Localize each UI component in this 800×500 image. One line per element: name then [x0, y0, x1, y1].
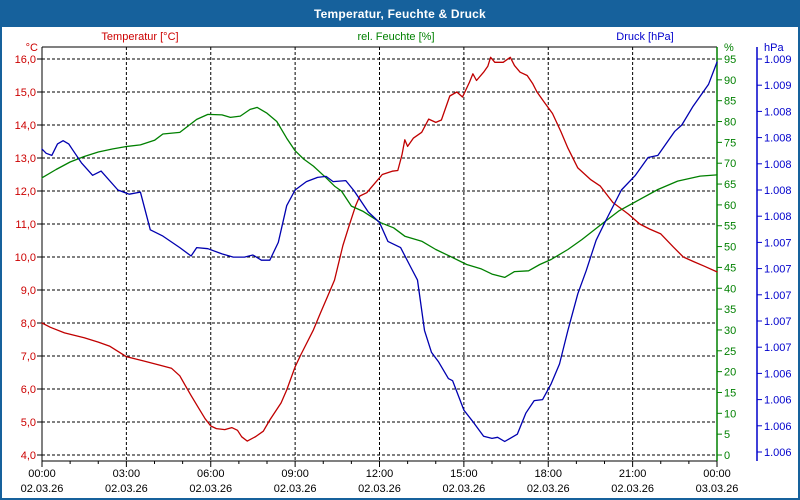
humidity-tick-label: 55	[724, 221, 736, 233]
pressure-tick-label: 1.006	[764, 395, 792, 407]
legend-pressure-label: Druck [hPa]	[616, 31, 673, 43]
pressure-tick-label: 1.007	[764, 237, 792, 249]
window-title-bar[interactable]: Temperatur, Feuchte & Druck	[2, 2, 798, 27]
time-label: 06:00	[197, 468, 225, 480]
time-label: 00:00	[703, 468, 731, 480]
humidity-tick-label: 60	[724, 200, 736, 212]
time-label: 18:00	[534, 468, 562, 480]
date-label: 03.03.26	[696, 483, 739, 495]
pressure-axis-header: hPa	[764, 42, 784, 54]
pressure-axis: hPa1.0091.0091.0081.0081.0081.0081.0081.…	[756, 42, 792, 461]
pressure-tick-label: 1.007	[764, 264, 792, 276]
humidity-tick-label: 65	[724, 179, 736, 191]
humidity-tick-label: 20	[724, 367, 736, 379]
humidity-tick-label: 5	[724, 429, 730, 441]
humidity-tick-label: 30	[724, 325, 736, 337]
date-label: 02.03.26	[358, 483, 401, 495]
pressure-tick-label: 1.009	[764, 80, 792, 92]
humidity-tick-label: 80	[724, 117, 736, 129]
date-label: 02.03.26	[189, 483, 232, 495]
time-label: 00:00	[28, 468, 56, 480]
humidity-tick-label: 85	[724, 96, 736, 108]
pressure-tick-label: 1.007	[764, 342, 792, 354]
humidity-tick-label: 15	[724, 387, 736, 399]
humidity-tick-label: 90	[724, 75, 736, 87]
pressure-tick-label: 1.006	[764, 368, 792, 380]
temperature-axis: °C16,0 15,0 14,0 13,0 12,0 11,0 10,0 9,0 8,0 7,0 6…	[15, 42, 42, 462]
temperature-tick-label: 15,0	[15, 87, 36, 99]
pressure-tick-label: 1.008	[764, 106, 792, 118]
temperature-axis-header: °C	[26, 42, 38, 54]
humidity-tick-label: 50	[724, 242, 736, 254]
date-label: 02.03.26	[527, 483, 570, 495]
humidity-tick-label: 95	[724, 54, 736, 66]
temperature-tick-label: 5,0	[21, 417, 36, 429]
temperature-tick-label: 10,0	[15, 252, 36, 264]
gridlines	[42, 47, 717, 461]
pressure-tick-label: 1.007	[764, 290, 792, 302]
humidity-tick-label: 40	[724, 283, 736, 295]
humidity-axis-header: %	[724, 42, 734, 54]
temperature-series	[41, 56, 718, 442]
temperature-tick-label: 11,0	[15, 219, 36, 231]
humidity-tick-label: 0	[724, 450, 730, 462]
humidity-tick-label: 35	[724, 304, 736, 316]
temperature-tick-label: 16,0	[15, 54, 36, 66]
legend-humidity-label: rel. Feuchte [%]	[357, 31, 434, 43]
pressure-tick-label: 1.006	[764, 447, 792, 459]
date-label: 02.03.26	[274, 483, 317, 495]
time-label: 15:00	[450, 468, 478, 480]
window-title: Temperatur, Feuchte & Druck	[314, 6, 486, 21]
pressure-tick-label: 1.008	[764, 159, 792, 171]
humidity-tick-label: 45	[724, 262, 736, 274]
time-label: 21:00	[619, 468, 647, 480]
temperature-tick-label: 7,0	[21, 351, 36, 363]
temperature-tick-label: 9,0	[21, 285, 36, 297]
temperature-tick-label: 4,0	[21, 450, 36, 462]
humidity-tick-label: 10	[724, 408, 736, 420]
pressure-tick-label: 1.008	[764, 211, 792, 223]
pressure-tick-label: 1.008	[764, 185, 792, 197]
date-label: 02.03.26	[105, 483, 148, 495]
temperature-tick-label: 14,0	[15, 120, 36, 132]
pressure-series	[41, 61, 718, 443]
pressure-tick-label: 1.008	[764, 133, 792, 145]
date-label: 02.03.26	[442, 483, 485, 495]
temperature-tick-label: 12,0	[15, 186, 36, 198]
humidity-tick-label: 70	[724, 158, 736, 170]
pressure-tick-label: 1.009	[764, 54, 792, 66]
legend: Temperatur [°C] rel. Feuchte [%] Druck [hP…	[101, 31, 673, 43]
temperature-tick-label: 13,0	[15, 153, 36, 165]
humidity-tick-label: 25	[724, 346, 736, 358]
pressure-tick-label: 1.007	[764, 316, 792, 328]
legend-temperature-label: Temperatur [°C]	[101, 31, 178, 43]
date-label: 02.03.26	[21, 483, 64, 495]
pressure-tick-label: 1.006	[764, 421, 792, 433]
time-axis: 00:00 02.03.26 03:00 02.03.26 06:00 02.03.26 0…	[21, 461, 739, 495]
date-label: 02.03.26	[611, 483, 654, 495]
humidity-series	[41, 106, 718, 279]
humidity-tick-label: 75	[724, 137, 736, 149]
time-label: 12:00	[366, 468, 394, 480]
time-label: 09:00	[281, 468, 309, 480]
temperature-tick-label: 6,0	[21, 384, 36, 396]
time-label: 03:00	[113, 468, 141, 480]
temperature-tick-label: 8,0	[21, 318, 36, 330]
